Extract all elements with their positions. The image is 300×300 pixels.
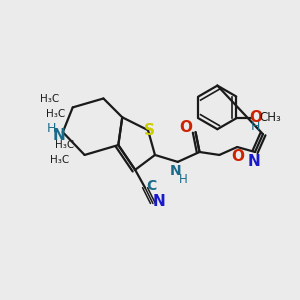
Text: O: O [250, 110, 262, 125]
Text: H: H [250, 120, 260, 133]
Text: N: N [52, 128, 65, 142]
Text: H₃C: H₃C [46, 109, 65, 119]
Text: N: N [170, 164, 182, 178]
Text: S: S [143, 123, 155, 138]
Text: H: H [179, 173, 188, 186]
Text: C: C [146, 179, 156, 193]
Text: H₃C: H₃C [50, 155, 69, 165]
Text: O: O [179, 120, 192, 135]
Text: CH₃: CH₃ [259, 111, 281, 124]
Text: H₃C: H₃C [56, 140, 75, 150]
Text: O: O [232, 149, 245, 164]
Text: H: H [47, 122, 57, 135]
Text: N: N [248, 154, 260, 169]
Text: H₃C: H₃C [40, 94, 59, 104]
Text: N: N [152, 194, 165, 209]
